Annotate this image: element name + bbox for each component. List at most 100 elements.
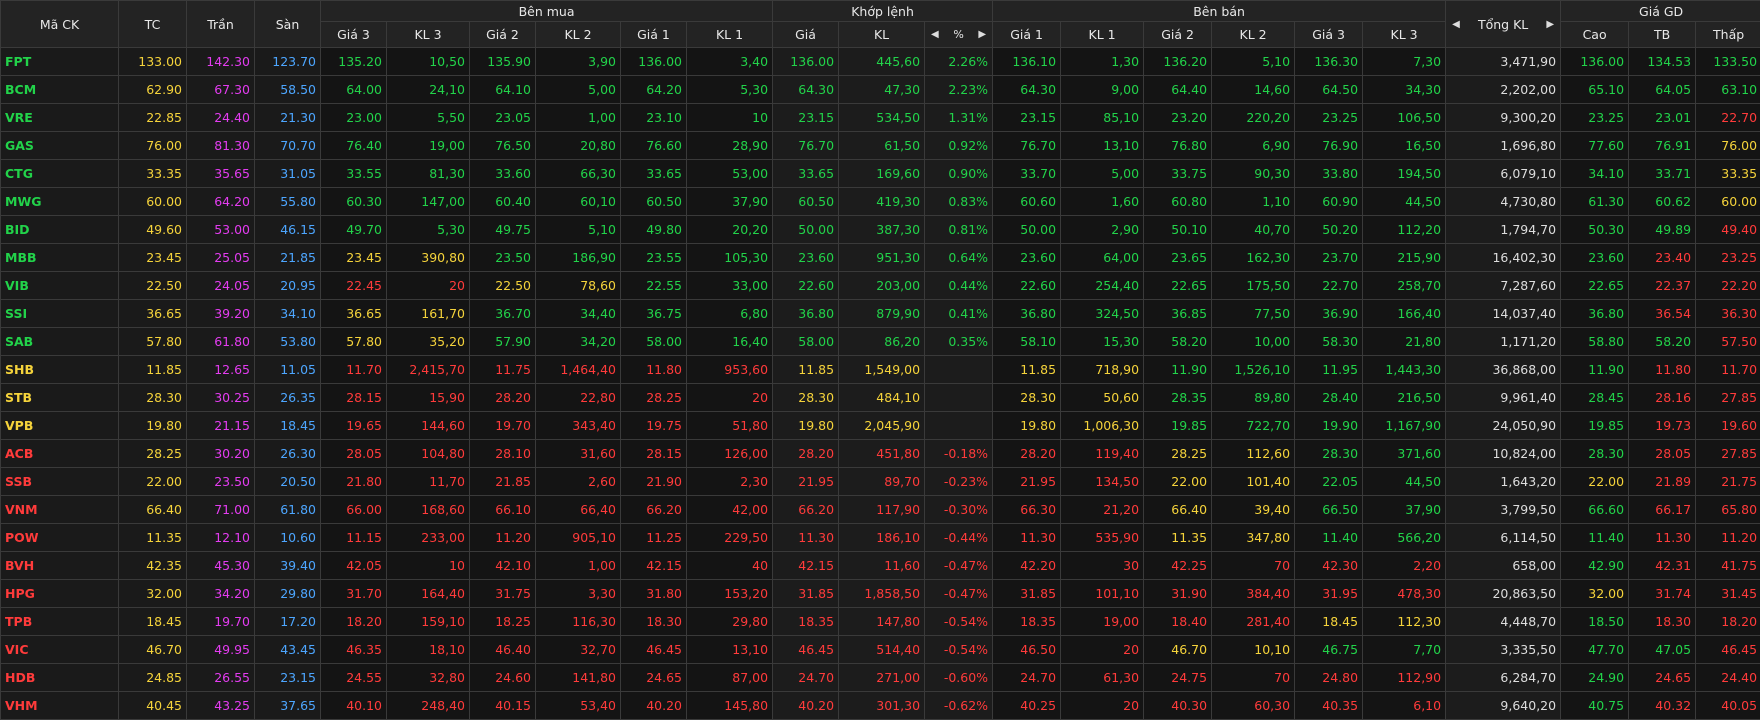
percent-change-cell: -0.47% (925, 552, 993, 580)
col-ask-price-3[interactable]: Giá 3 (1295, 22, 1363, 48)
symbol-cell[interactable]: VHM (1, 692, 119, 720)
prev-column-icon[interactable]: ◀ (1450, 19, 1462, 30)
col-ceiling[interactable]: Trần (187, 1, 255, 48)
symbol-cell[interactable]: BID (1, 216, 119, 244)
col-high[interactable]: Cao (1561, 22, 1629, 48)
symbol-cell[interactable]: POW (1, 524, 119, 552)
col-ask-price-1[interactable]: Giá 1 (993, 22, 1061, 48)
col-bid-vol-1[interactable]: KL 1 (687, 22, 773, 48)
ask-vol-1-cell: 61,30 (1061, 664, 1144, 692)
ask-vol-3-cell: 1,443,30 (1363, 356, 1446, 384)
col-bid-price-1[interactable]: Giá 1 (621, 22, 687, 48)
bid-price-1-cell: 58.00 (621, 328, 687, 356)
match-price-cell: 33.65 (773, 160, 839, 188)
ask-price-3-cell: 11.95 (1295, 356, 1363, 384)
symbol-cell[interactable]: SSB (1, 468, 119, 496)
symbol-cell[interactable]: SHB (1, 356, 119, 384)
symbol-cell[interactable]: VPB (1, 412, 119, 440)
low-price-cell: 27.85 (1696, 384, 1760, 412)
symbol-cell[interactable]: HDB (1, 664, 119, 692)
ask-vol-3-cell: 112,20 (1363, 216, 1446, 244)
symbol-cell[interactable]: GAS (1, 132, 119, 160)
symbol-cell[interactable]: VIC (1, 636, 119, 664)
bid-price-1-cell: 66.20 (621, 496, 687, 524)
ask-vol-2-cell: 89,80 (1212, 384, 1295, 412)
match-vol-cell: 951,30 (839, 244, 925, 272)
bid-price-3-cell: 11.70 (321, 356, 387, 384)
col-symbol[interactable]: Mã CK (1, 1, 119, 48)
symbol-cell[interactable]: ACB (1, 440, 119, 468)
prev-change-icon[interactable]: ◀ (929, 29, 941, 40)
percent-change-cell: -0.60% (925, 664, 993, 692)
symbol-cell[interactable]: STB (1, 384, 119, 412)
col-bid-price-3[interactable]: Giá 3 (321, 22, 387, 48)
symbol-cell[interactable]: MWG (1, 188, 119, 216)
col-percent-change[interactable]: ◀ % ▶ (925, 22, 993, 48)
symbol-cell[interactable]: SSI (1, 300, 119, 328)
symbol-cell[interactable]: VRE (1, 104, 119, 132)
col-ask-vol-2[interactable]: KL 2 (1212, 22, 1295, 48)
symbol-cell[interactable]: MBB (1, 244, 119, 272)
col-total-volume[interactable]: ◀ Tổng KL ▶ (1446, 1, 1561, 48)
bid-vol-2-cell: 31,60 (536, 440, 621, 468)
col-ask-vol-1[interactable]: KL 1 (1061, 22, 1144, 48)
symbol-cell[interactable]: BVH (1, 552, 119, 580)
col-match-volume[interactable]: KL (839, 22, 925, 48)
col-match-price[interactable]: Giá (773, 22, 839, 48)
next-column-icon[interactable]: ▶ (1544, 19, 1556, 30)
col-bid-vol-2[interactable]: KL 2 (536, 22, 621, 48)
symbol-cell[interactable]: HPG (1, 580, 119, 608)
bid-price-1-cell: 21.90 (621, 468, 687, 496)
col-ref[interactable]: TC (119, 1, 187, 48)
col-low[interactable]: Thấp (1696, 22, 1760, 48)
ask-price-2-cell: 50.10 (1144, 216, 1212, 244)
col-ask-vol-3[interactable]: KL 3 (1363, 22, 1446, 48)
col-average[interactable]: TB (1629, 22, 1696, 48)
ask-vol-2-cell: 220,20 (1212, 104, 1295, 132)
col-bid-vol-3[interactable]: KL 3 (387, 22, 470, 48)
col-bid-price-2[interactable]: Giá 2 (470, 22, 536, 48)
symbol-cell[interactable]: VIB (1, 272, 119, 300)
symbol-cell[interactable]: TPB (1, 608, 119, 636)
ceiling-price-cell: 34.20 (187, 580, 255, 608)
next-change-icon[interactable]: ▶ (976, 29, 988, 40)
bid-price-3-cell: 57.80 (321, 328, 387, 356)
ask-price-1-cell: 24.70 (993, 664, 1061, 692)
match-price-cell: 136.00 (773, 48, 839, 76)
symbol-cell[interactable]: BCM (1, 76, 119, 104)
symbol-cell[interactable]: VNM (1, 496, 119, 524)
symbol-cell[interactable]: CTG (1, 160, 119, 188)
bid-price-2-cell: 49.75 (470, 216, 536, 244)
col-floor[interactable]: Sàn (255, 1, 321, 48)
symbol-cell[interactable]: SAB (1, 328, 119, 356)
high-price-cell: 11.40 (1561, 524, 1629, 552)
total-volume-cell: 3,335,50 (1446, 636, 1561, 664)
symbol-cell[interactable]: FPT (1, 48, 119, 76)
bid-price-3-cell: 60.30 (321, 188, 387, 216)
col-ask-price-2[interactable]: Giá 2 (1144, 22, 1212, 48)
